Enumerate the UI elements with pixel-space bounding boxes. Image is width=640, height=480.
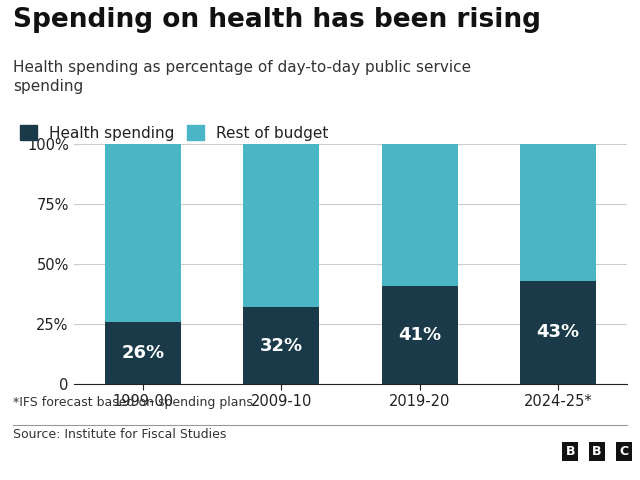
Bar (381, 286, 458, 384)
Text: Health spending as percentage of day-to-day public service
spending: Health spending as percentage of day-to-… (13, 60, 471, 94)
Text: 32%: 32% (260, 336, 303, 355)
Text: 43%: 43% (536, 324, 580, 341)
Bar (243, 144, 319, 307)
Text: B: B (593, 444, 602, 458)
Text: B: B (566, 444, 575, 458)
Text: C: C (620, 444, 628, 458)
Bar (243, 307, 319, 384)
Bar (105, 144, 181, 322)
Text: 26%: 26% (121, 344, 164, 362)
Bar (520, 144, 596, 281)
Text: Spending on health has been rising: Spending on health has been rising (13, 7, 541, 33)
Bar (520, 281, 596, 384)
Text: 41%: 41% (398, 326, 441, 344)
Bar (105, 322, 181, 384)
Legend: Health spending, Rest of budget: Health spending, Rest of budget (20, 125, 328, 141)
Text: Source: Institute for Fiscal Studies: Source: Institute for Fiscal Studies (13, 428, 226, 441)
Text: *IFS forecast based on spending plans: *IFS forecast based on spending plans (13, 396, 253, 409)
Bar (381, 144, 458, 286)
